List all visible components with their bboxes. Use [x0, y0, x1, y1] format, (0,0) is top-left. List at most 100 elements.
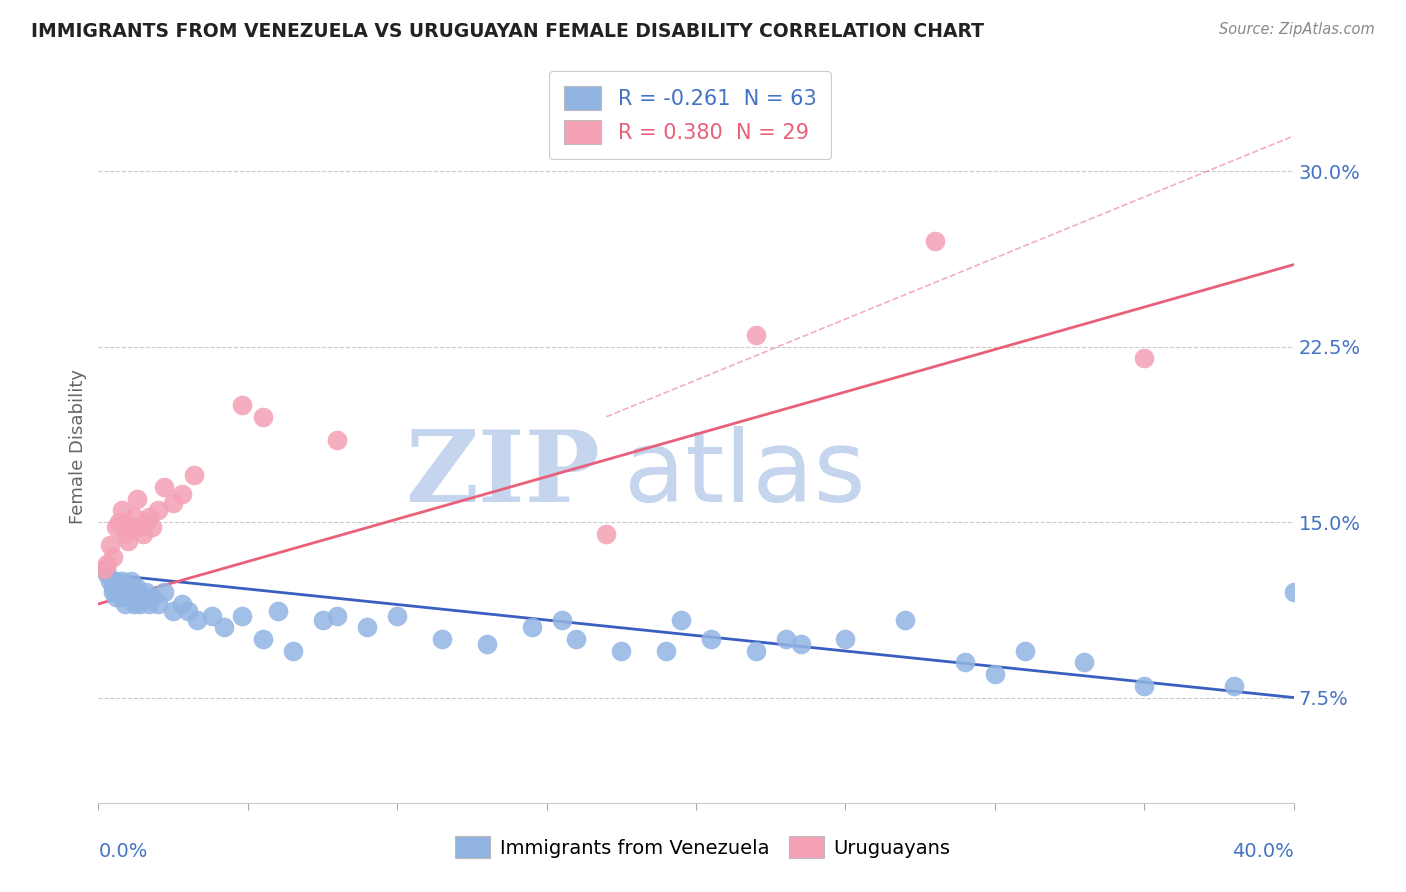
Point	[93, 562, 115, 576]
Point	[129, 519, 152, 533]
Point	[153, 585, 176, 599]
Point	[111, 574, 134, 588]
Point	[132, 526, 155, 541]
Legend: Immigrants from Venezuela, Uruguayans: Immigrants from Venezuela, Uruguayans	[447, 828, 959, 866]
Point	[231, 398, 253, 412]
Y-axis label: Female Disability: Female Disability	[69, 368, 87, 524]
Point	[565, 632, 588, 646]
Point	[186, 613, 208, 627]
Point	[117, 585, 139, 599]
Text: ZIP: ZIP	[405, 426, 600, 523]
Point	[96, 566, 118, 581]
Point	[103, 581, 125, 595]
Point	[103, 585, 125, 599]
Point	[212, 620, 235, 634]
Point	[520, 620, 543, 634]
Point	[172, 597, 194, 611]
Point	[252, 632, 274, 646]
Point	[252, 409, 274, 424]
Point	[138, 510, 160, 524]
Point	[127, 491, 149, 506]
Point	[475, 637, 498, 651]
Point	[745, 644, 768, 658]
Point	[153, 480, 176, 494]
Point	[281, 644, 304, 658]
Point	[172, 487, 194, 501]
Point	[120, 581, 142, 595]
Point	[114, 581, 136, 595]
Point	[105, 574, 128, 588]
Point	[120, 574, 142, 588]
Point	[108, 585, 131, 599]
Point	[111, 503, 134, 517]
Point	[953, 656, 976, 670]
Point	[1014, 644, 1036, 658]
Point	[610, 644, 633, 658]
Point	[117, 533, 139, 548]
Point	[326, 608, 349, 623]
Legend: R = -0.261  N = 63, R = 0.380  N = 29: R = -0.261 N = 63, R = 0.380 N = 29	[548, 71, 831, 159]
Point	[1282, 585, 1305, 599]
Point	[124, 585, 146, 599]
Point	[105, 519, 128, 533]
Point	[385, 608, 409, 623]
Point	[700, 632, 723, 646]
Point	[183, 468, 205, 483]
Point	[430, 632, 453, 646]
Point	[1223, 679, 1246, 693]
Point	[98, 538, 122, 552]
Point	[129, 597, 152, 611]
Point	[1073, 656, 1095, 670]
Point	[127, 590, 149, 604]
Point	[789, 637, 811, 651]
Point	[108, 581, 131, 595]
Point	[984, 667, 1007, 681]
Point	[550, 613, 572, 627]
Point	[111, 590, 134, 604]
Text: 40.0%: 40.0%	[1232, 842, 1294, 861]
Point	[595, 526, 617, 541]
Point	[356, 620, 378, 634]
Point	[924, 234, 946, 248]
Point	[103, 550, 125, 565]
Point	[135, 515, 157, 529]
Point	[162, 604, 184, 618]
Point	[177, 604, 200, 618]
Point	[114, 526, 136, 541]
Point	[1133, 679, 1156, 693]
Point	[655, 644, 678, 658]
Point	[93, 562, 115, 576]
Point	[745, 327, 768, 342]
Point	[267, 604, 290, 618]
Point	[114, 597, 136, 611]
Point	[894, 613, 917, 627]
Point	[105, 590, 128, 604]
Point	[124, 597, 146, 611]
Text: Source: ZipAtlas.com: Source: ZipAtlas.com	[1219, 22, 1375, 37]
Point	[108, 515, 131, 529]
Point	[1133, 351, 1156, 366]
Point	[201, 608, 224, 623]
Point	[98, 574, 122, 588]
Point	[148, 503, 170, 517]
Text: atlas: atlas	[624, 426, 866, 523]
Point	[135, 585, 157, 599]
Point	[834, 632, 856, 646]
Point	[120, 519, 142, 533]
Point	[132, 590, 155, 604]
Point	[162, 496, 184, 510]
Text: 0.0%: 0.0%	[98, 842, 148, 861]
Point	[148, 597, 170, 611]
Point	[326, 433, 349, 447]
Point	[141, 590, 163, 604]
Point	[141, 519, 163, 533]
Point	[117, 590, 139, 604]
Text: IMMIGRANTS FROM VENEZUELA VS URUGUAYAN FEMALE DISABILITY CORRELATION CHART: IMMIGRANTS FROM VENEZUELA VS URUGUAYAN F…	[31, 22, 984, 41]
Point	[669, 613, 692, 627]
Point	[96, 557, 118, 571]
Point	[127, 581, 149, 595]
Point	[311, 613, 333, 627]
Point	[775, 632, 797, 646]
Point	[124, 510, 146, 524]
Point	[231, 608, 253, 623]
